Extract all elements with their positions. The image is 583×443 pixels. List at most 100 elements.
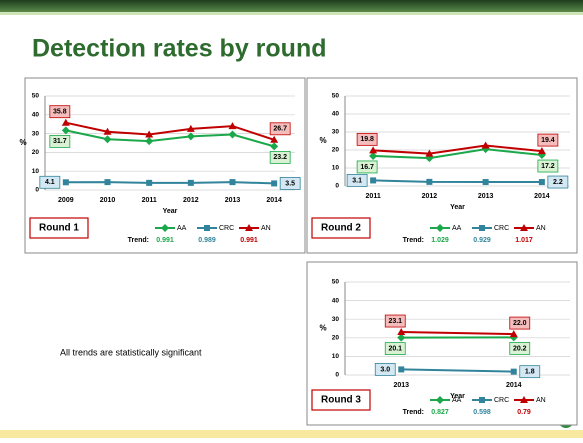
data-point <box>398 366 404 372</box>
y-tick-label: 10 <box>332 353 340 360</box>
round-label: Round 3 <box>321 395 361 406</box>
trend-value: 0.989 <box>198 237 216 244</box>
data-point <box>271 180 277 186</box>
y-tick-label: 50 <box>332 279 340 286</box>
data-label: 26.7 <box>273 126 287 133</box>
x-axis-label: Year <box>163 208 178 215</box>
data-label: 23.1 <box>388 318 402 325</box>
round-label: Round 1 <box>39 223 79 234</box>
legend-label: AN <box>261 225 271 232</box>
note: All trends are statistically significant <box>60 347 202 357</box>
x-axis-label: Year <box>450 204 465 211</box>
trend-value: 0.79 <box>517 409 531 416</box>
data-point <box>230 179 236 185</box>
y-axis-label: % <box>319 136 326 145</box>
data-point <box>146 180 152 186</box>
x-tick-label: 2010 <box>100 197 116 204</box>
y-tick-label: 20 <box>32 149 40 156</box>
legend-label: CRC <box>494 397 509 404</box>
y-tick-label: 30 <box>32 130 40 137</box>
chart: 0 10 20 30 40 50% 2011 2012 2013 2014 Year 16.7 17.2… <box>307 78 577 253</box>
x-tick-label: 2012 <box>422 193 438 200</box>
data-label: 31.7 <box>53 138 67 145</box>
legend-label: AA <box>177 225 187 232</box>
data-label: 2.2 <box>553 179 563 186</box>
legend-label: AN <box>536 397 546 404</box>
y-tick-label: 0 <box>35 187 39 194</box>
y-tick-label: 0 <box>335 372 339 379</box>
y-tick-label: 30 <box>332 316 340 323</box>
x-tick-label: 2013 <box>478 193 494 200</box>
y-tick-label: 30 <box>332 129 340 136</box>
data-point <box>105 179 111 185</box>
data-label: 3.1 <box>352 177 362 184</box>
header-stripe <box>0 12 583 15</box>
y-tick-label: 10 <box>332 165 340 172</box>
y-tick-label: 50 <box>332 93 340 100</box>
x-tick-label: 2011 <box>366 193 381 200</box>
data-point <box>188 180 194 186</box>
chart: 0 10 20 30 40 50% 2009 2010 2011 2012 2013 2014 Year… <box>19 78 305 253</box>
y-tick-label: 40 <box>332 111 340 118</box>
y-tick-label: 40 <box>332 297 340 304</box>
legend-label: AA <box>452 397 462 404</box>
y-tick-label: 50 <box>32 93 40 100</box>
trend-label: Trend: <box>403 237 424 244</box>
y-tick-label: 10 <box>32 168 40 175</box>
y-axis-label: % <box>319 324 326 333</box>
legend-marker <box>479 397 485 403</box>
legend-label: CRC <box>219 225 234 232</box>
data-label: 1.8 <box>525 368 535 375</box>
data-label: 35.8 <box>53 109 67 116</box>
trend-value: 0.827 <box>431 409 449 416</box>
header-band <box>0 0 583 12</box>
data-label: 16.7 <box>360 164 374 171</box>
trend-value: 0.598 <box>473 409 491 416</box>
trend-value: 0.991 <box>156 237 174 244</box>
legend-label: AA <box>452 225 462 232</box>
data-point <box>483 179 489 185</box>
round-label: Round 2 <box>321 223 361 234</box>
legend-marker <box>204 225 210 231</box>
data-point <box>63 179 69 185</box>
legend-marker <box>479 225 485 231</box>
data-label: 20.2 <box>513 345 527 352</box>
data-point <box>370 177 376 183</box>
x-tick-label: 2014 <box>506 382 522 389</box>
data-point <box>511 369 517 375</box>
data-label: 23.2 <box>273 154 287 161</box>
x-tick-label: 2012 <box>183 197 199 204</box>
x-tick-label: 2009 <box>58 197 74 204</box>
data-label: 3.0 <box>380 366 390 373</box>
data-label: 20.1 <box>388 345 402 352</box>
data-label: 4.1 <box>45 179 55 186</box>
trend-label: Trend: <box>128 237 149 244</box>
trend-value: 0.991 <box>240 237 258 244</box>
data-label: 19.4 <box>541 137 555 144</box>
trend-value: 1.017 <box>515 237 533 244</box>
x-tick-label: 2014 <box>534 193 550 200</box>
data-point <box>539 179 545 185</box>
x-tick-label: 2014 <box>266 197 282 204</box>
x-tick-label: 2013 <box>225 197 241 204</box>
footer-band <box>0 430 583 438</box>
slide-title: Detection rates by round <box>32 35 327 63</box>
legend-label: AN <box>536 225 546 232</box>
legend-label: CRC <box>494 225 509 232</box>
trend-value: 1.029 <box>431 237 449 244</box>
x-tick-label: 2013 <box>393 382 409 389</box>
y-tick-label: 0 <box>335 183 339 190</box>
trend-label: Trend: <box>403 409 424 416</box>
y-tick-label: 20 <box>332 147 340 154</box>
x-tick-label: 2011 <box>142 197 157 204</box>
y-axis-label: % <box>19 138 26 147</box>
data-label: 22.0 <box>513 320 527 327</box>
data-label: 17.2 <box>541 163 555 170</box>
data-label: 19.8 <box>360 136 374 143</box>
data-label: 3.5 <box>285 180 295 187</box>
data-point <box>426 179 432 185</box>
y-tick-label: 40 <box>32 112 40 119</box>
